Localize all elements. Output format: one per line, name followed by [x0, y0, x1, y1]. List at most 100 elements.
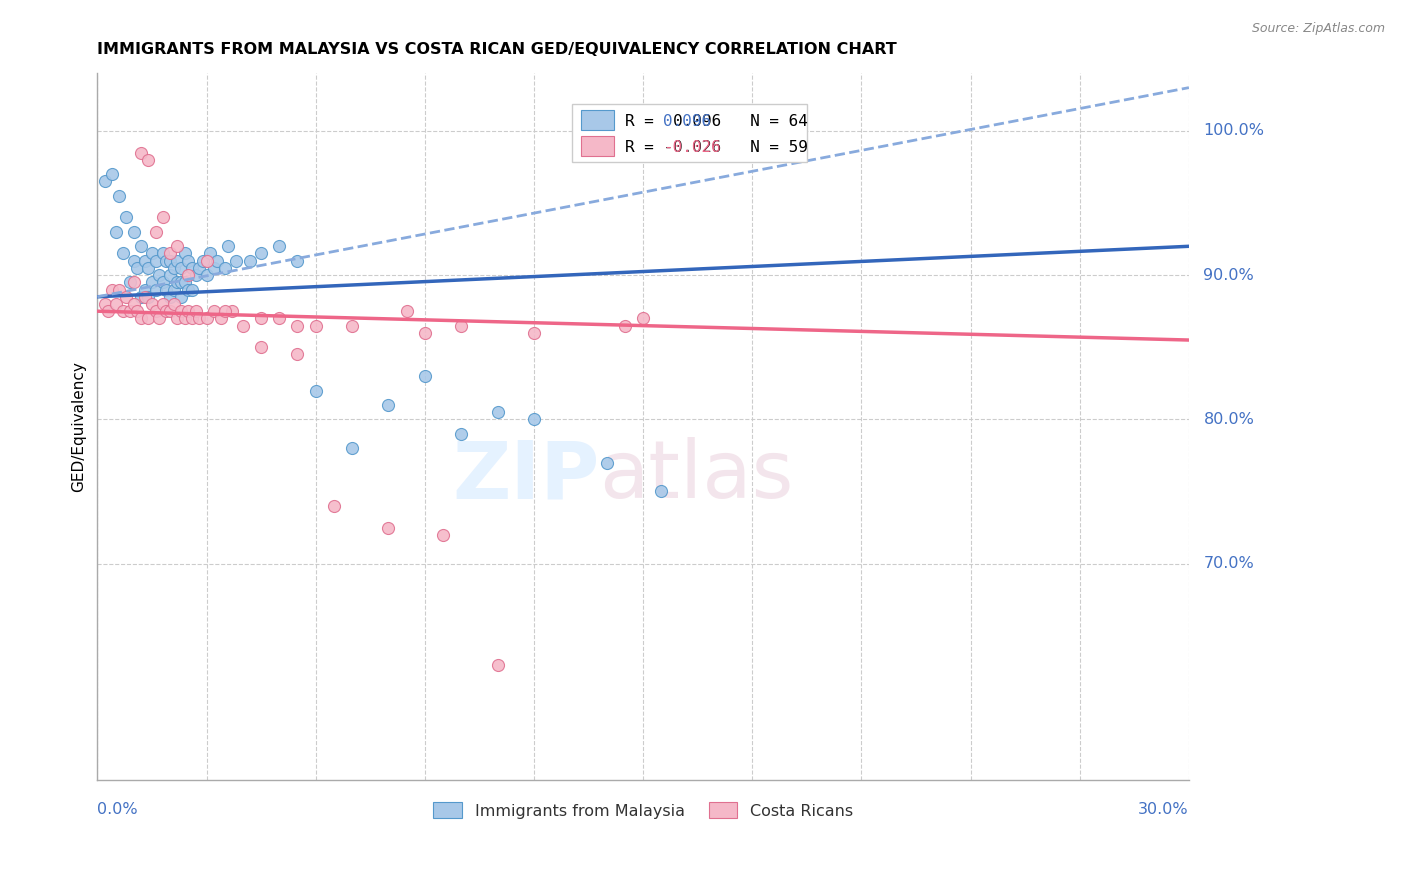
Point	[239, 253, 262, 268]
Point	[195, 268, 218, 282]
Point	[177, 304, 200, 318]
Point	[108, 283, 131, 297]
Point	[136, 311, 159, 326]
Y-axis label: GED/Equivalency: GED/Equivalency	[72, 361, 86, 492]
Point	[340, 441, 363, 455]
Point	[136, 153, 159, 167]
Text: 80.0%: 80.0%	[1204, 412, 1254, 427]
Text: 30.0%: 30.0%	[1139, 802, 1189, 816]
Point	[141, 246, 163, 260]
Point	[166, 253, 188, 268]
Point	[287, 347, 309, 361]
Point	[322, 499, 344, 513]
Point	[177, 268, 200, 282]
Point	[250, 246, 273, 260]
Point	[232, 318, 254, 333]
Point	[134, 290, 156, 304]
Point	[184, 304, 207, 318]
Point	[432, 528, 454, 542]
Text: atlas: atlas	[599, 437, 794, 515]
Point	[122, 253, 145, 268]
Point	[155, 253, 177, 268]
Point	[214, 260, 236, 275]
Point	[127, 260, 149, 275]
Point	[188, 311, 211, 326]
Point	[152, 211, 174, 225]
Text: 0.0%: 0.0%	[97, 802, 138, 816]
Point	[214, 304, 236, 318]
Point	[202, 260, 225, 275]
Point	[159, 268, 181, 282]
Bar	[581, 110, 613, 129]
Text: IMMIGRANTS FROM MALAYSIA VS COSTA RICAN GED/EQUIVALENCY CORRELATION CHART: IMMIGRANTS FROM MALAYSIA VS COSTA RICAN …	[97, 42, 897, 57]
Point	[159, 246, 181, 260]
Point	[177, 253, 200, 268]
Point	[650, 484, 672, 499]
Point	[122, 225, 145, 239]
Point	[93, 174, 115, 188]
Point	[115, 211, 138, 225]
Point	[395, 304, 418, 318]
Point	[170, 260, 193, 275]
Point	[104, 225, 127, 239]
Point	[141, 276, 163, 290]
Point	[129, 145, 152, 160]
Point	[596, 456, 619, 470]
Point	[104, 297, 127, 311]
FancyBboxPatch shape	[572, 103, 807, 161]
Point	[340, 318, 363, 333]
Point	[136, 290, 159, 304]
Text: 70.0%: 70.0%	[1204, 556, 1254, 571]
Point	[145, 304, 167, 318]
Point	[269, 311, 291, 326]
Point	[413, 369, 436, 384]
Point	[170, 304, 193, 318]
Point	[207, 253, 229, 268]
Point	[152, 246, 174, 260]
Point	[181, 311, 204, 326]
Point	[523, 412, 546, 426]
Point	[198, 246, 221, 260]
Point	[486, 657, 509, 672]
Point	[173, 311, 195, 326]
Point	[209, 311, 232, 326]
Text: R =  0.096   N = 64: R = 0.096 N = 64	[624, 114, 807, 129]
Point	[120, 304, 142, 318]
Point	[250, 311, 273, 326]
Point	[148, 268, 170, 282]
Point	[170, 290, 193, 304]
Point	[250, 340, 273, 354]
Point	[115, 290, 138, 304]
Point	[166, 239, 188, 253]
Point	[108, 189, 131, 203]
Point	[195, 311, 218, 326]
Point	[269, 239, 291, 253]
Point	[486, 405, 509, 419]
Point	[181, 283, 204, 297]
Point	[170, 276, 193, 290]
Legend: Immigrants from Malaysia, Costa Ricans: Immigrants from Malaysia, Costa Ricans	[426, 796, 859, 825]
Point	[377, 398, 399, 412]
Point	[159, 290, 181, 304]
Point	[152, 276, 174, 290]
Point	[413, 326, 436, 340]
Point	[181, 260, 204, 275]
Text: 100.0%: 100.0%	[1204, 123, 1264, 138]
Point	[134, 283, 156, 297]
Bar	[581, 136, 613, 156]
Text: 0.096: 0.096	[662, 114, 711, 129]
Point	[166, 311, 188, 326]
Point	[287, 318, 309, 333]
Point	[101, 167, 124, 181]
Point	[613, 318, 636, 333]
Point	[97, 304, 120, 318]
Text: Source: ZipAtlas.com: Source: ZipAtlas.com	[1251, 22, 1385, 36]
Point	[155, 304, 177, 318]
Point	[191, 253, 214, 268]
Point	[148, 311, 170, 326]
Point	[225, 253, 247, 268]
Point	[93, 297, 115, 311]
Point	[155, 283, 177, 297]
Point	[122, 297, 145, 311]
Point	[127, 304, 149, 318]
